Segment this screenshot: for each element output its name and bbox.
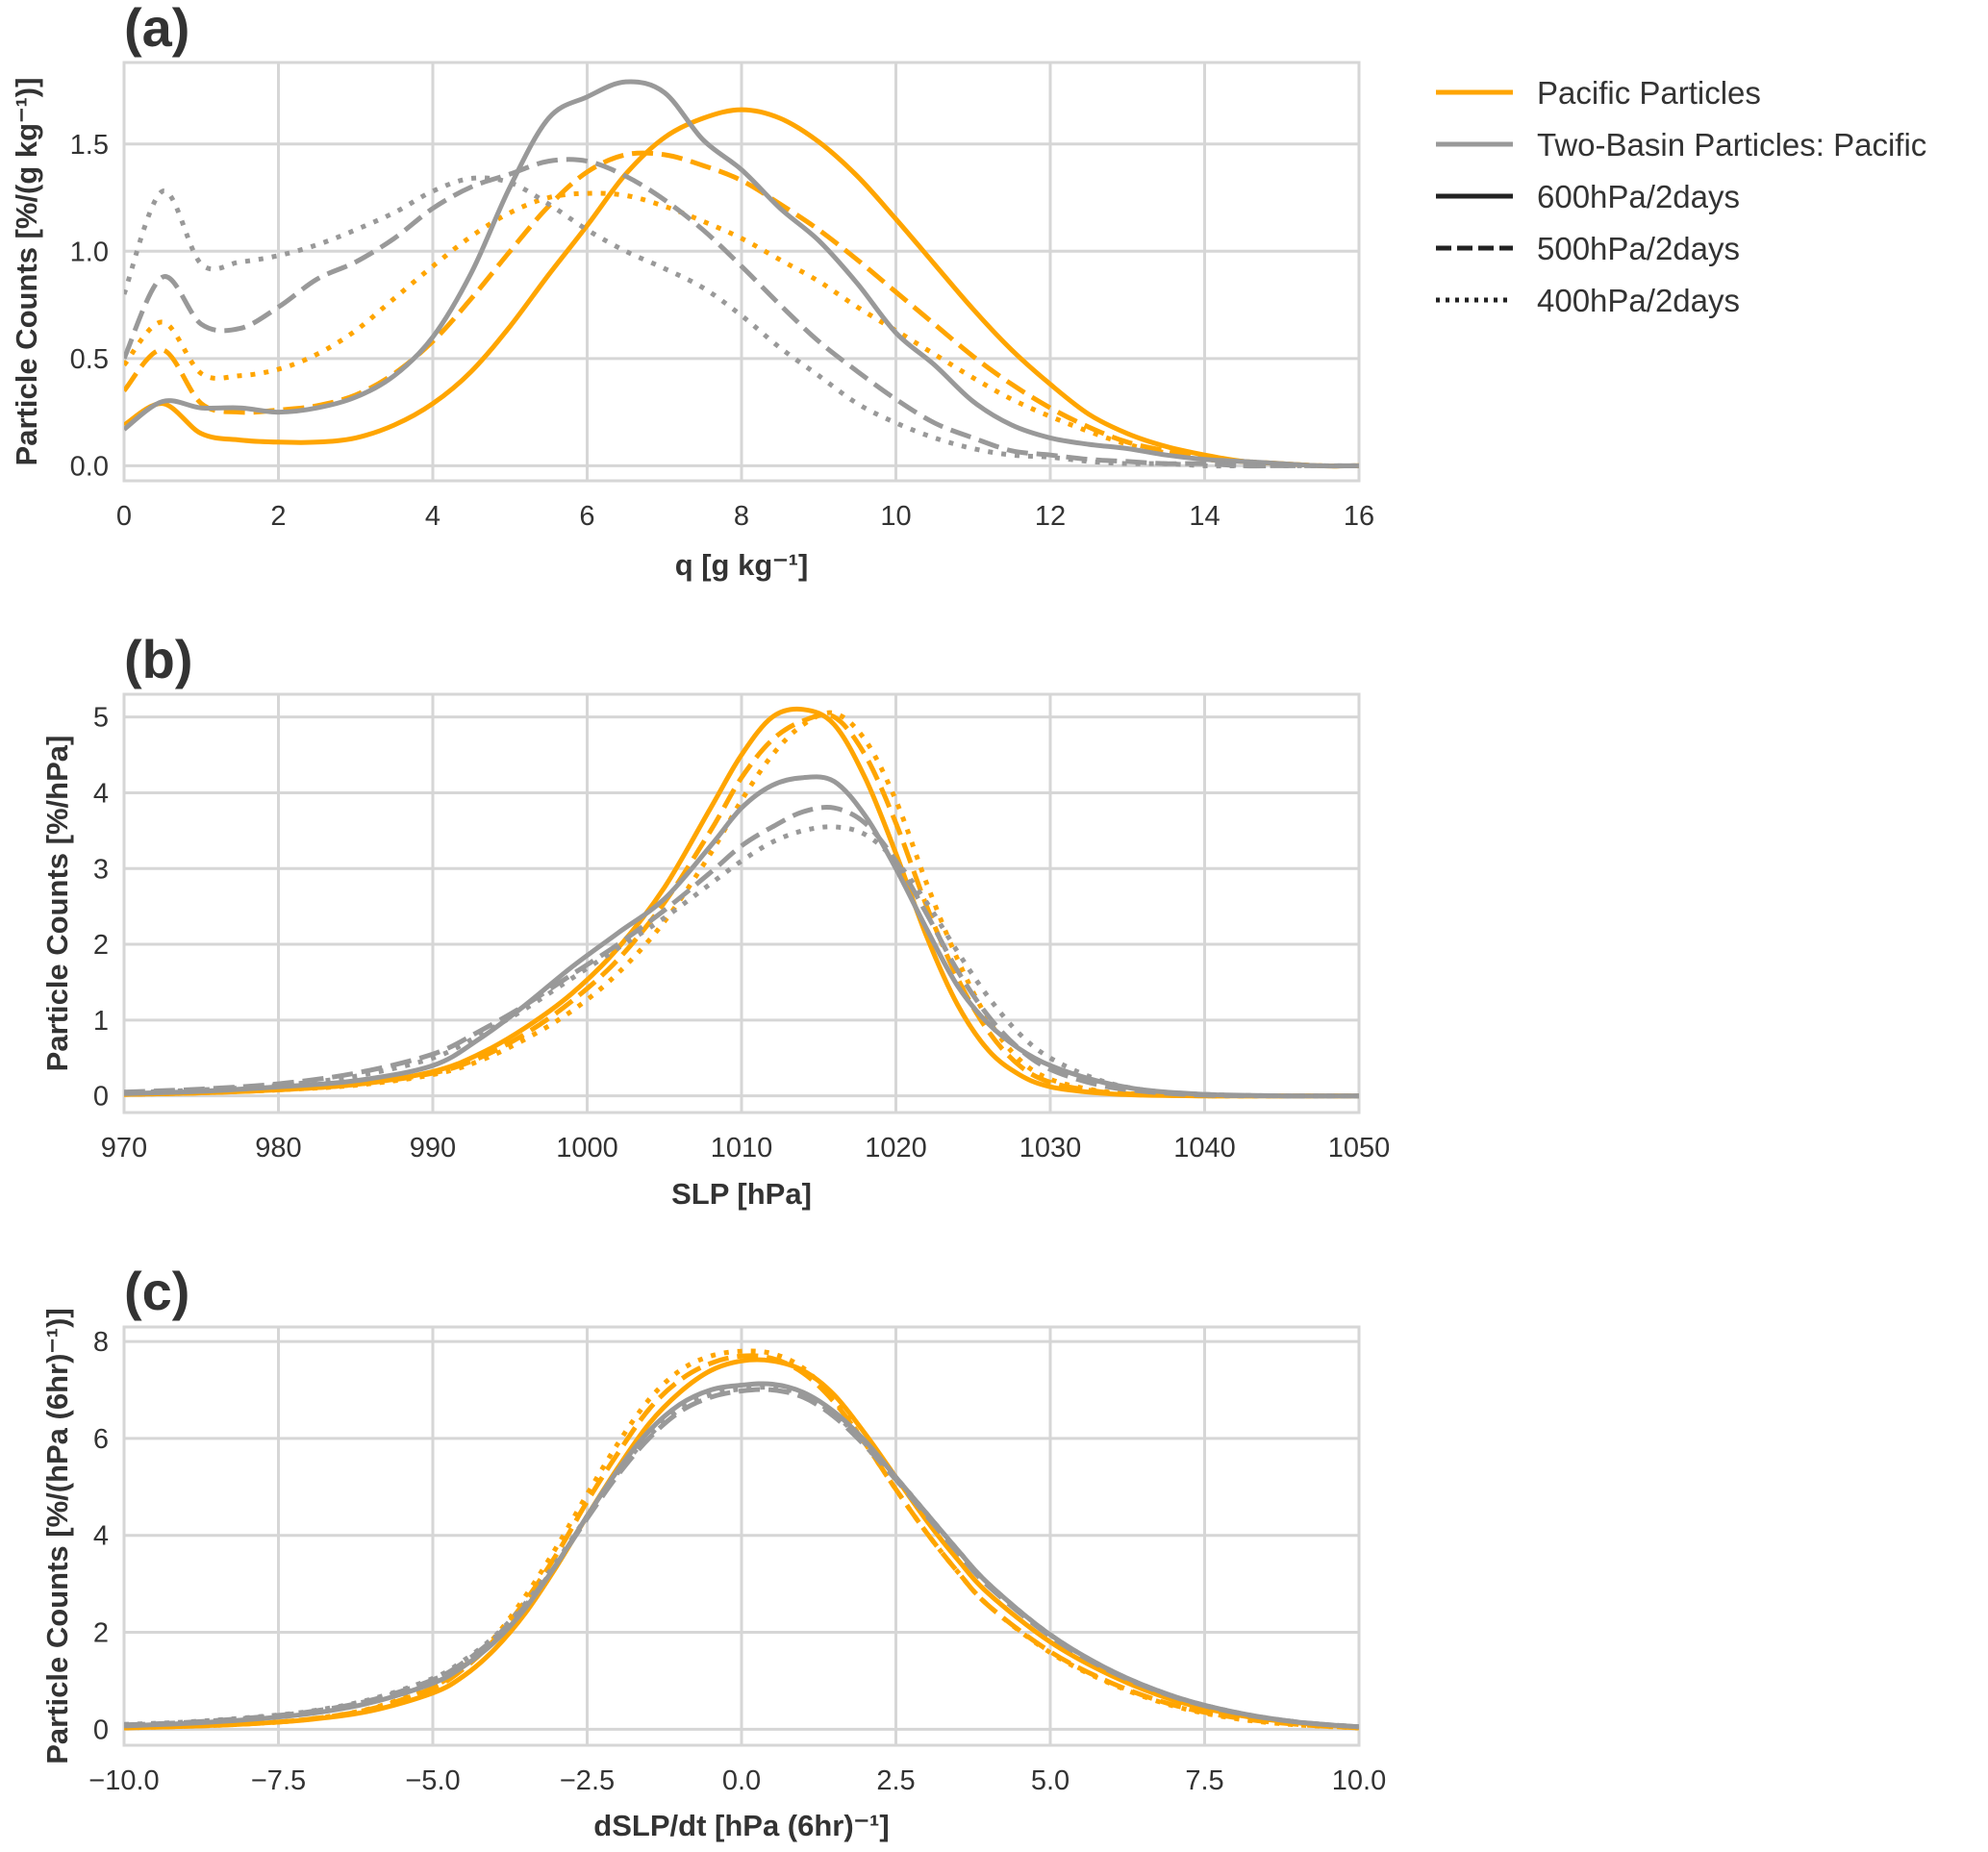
x-tick-label: 8 — [734, 501, 749, 532]
series-line-two-basin-dotted — [124, 175, 1359, 469]
y-tick-label: 0.5 — [70, 344, 109, 375]
x-tick-label: 970 — [101, 1133, 147, 1164]
series-group — [124, 79, 1359, 469]
x-tick-label: 6 — [579, 501, 594, 532]
legend-label: Two-Basin Particles: Pacific — [1537, 127, 1926, 163]
series-line-two-basin-dashed — [124, 157, 1359, 469]
y-tick-label: 3 — [93, 854, 109, 885]
y-tick-label: 4 — [93, 778, 109, 809]
y-tick-label: 2 — [93, 930, 109, 961]
x-tick-label: 4 — [425, 501, 440, 532]
y-tick-label: 4 — [93, 1521, 109, 1552]
y-tick-label: 0.0 — [70, 451, 109, 482]
x-tick-label: 10.0 — [1332, 1765, 1386, 1796]
series-line-pacific-dotted — [124, 1348, 1359, 1731]
x-tick-label: 1040 — [1173, 1133, 1236, 1164]
x-tick-label: 0.0 — [722, 1765, 761, 1796]
x-tick-label: −5.0 — [405, 1765, 460, 1796]
y-tick-label: 1.0 — [70, 237, 109, 267]
x-axis-title: dSLP/dt [hPa (6hr)⁻¹] — [593, 1809, 889, 1842]
series-line-pacific-dashed — [124, 1353, 1359, 1731]
y-tick-label: 8 — [93, 1327, 109, 1358]
x-axis-title: q [g kg⁻¹] — [675, 548, 809, 582]
legend-label: 500hPa/2days — [1537, 231, 1740, 266]
y-tick-label: 5 — [93, 703, 109, 734]
x-tick-label: 12 — [1035, 501, 1066, 532]
panel-label: (b) — [124, 629, 193, 689]
y-tick-label: 1 — [93, 1006, 109, 1037]
series-line-two-basin-dotted — [124, 1385, 1359, 1730]
series-line-pacific-solid — [124, 1357, 1359, 1731]
x-tick-label: 1000 — [556, 1133, 618, 1164]
y-axis-title: Particle Counts [%/(hPa (6hr)⁻¹)] — [40, 1308, 74, 1764]
legend-item: Two-Basin Particles: Pacific — [1436, 127, 1926, 163]
legend-item: 400hPa/2days — [1436, 283, 1740, 318]
y-tick-label: 0 — [93, 1082, 109, 1113]
x-tick-label: 2 — [270, 501, 286, 532]
series-line-pacific-dotted — [124, 190, 1359, 469]
panel-a: 0 2 4 6 8 10 12 14 16 0.0 0.5 1.0 1.5 (a) q [g kg⁻¹] Pa… — [10, 0, 1374, 582]
series-line-pacific-dotted — [124, 710, 1359, 1099]
x-tick-label: 14 — [1189, 501, 1220, 532]
x-axis-title: SLP [hPa] — [671, 1177, 812, 1211]
series-line-pacific-solid — [124, 107, 1359, 469]
x-tick-label: 2.5 — [876, 1765, 915, 1796]
legend-item: 500hPa/2days — [1436, 231, 1740, 266]
series-line-two-basin-dotted — [124, 824, 1359, 1099]
legend: Pacific Particles Two-Basin Particles: Pa… — [1436, 75, 1926, 318]
panel-c: −10.0 −7.5 −5.0 −2.5 0.0 2.5 5.0 7.5 10.0 0 2 4 6 8 (c… — [40, 1261, 1386, 1842]
legend-label: Pacific Particles — [1537, 75, 1761, 111]
x-tick-label: 0 — [116, 501, 132, 532]
legend-item: Pacific Particles — [1436, 75, 1761, 111]
series-line-two-basin-dashed — [124, 1387, 1359, 1730]
x-tick-label: −7.5 — [251, 1765, 306, 1796]
panel-b: 970 980 990 1000 1010 1020 1030 1040 1050 0 1 2 3 4 5 (… — [40, 629, 1390, 1211]
x-tick-label: 16 — [1344, 501, 1374, 532]
x-tick-label: 1020 — [865, 1133, 927, 1164]
y-axis-title: Particle Counts [%/hPa] — [40, 736, 74, 1072]
x-tick-label: 1030 — [1019, 1133, 1082, 1164]
x-tick-label: −2.5 — [560, 1765, 615, 1796]
legend-label: 400hPa/2days — [1537, 283, 1740, 318]
legend-label: 600hPa/2days — [1537, 179, 1740, 214]
series-line-two-basin-dashed — [124, 805, 1359, 1099]
x-tick-label: 980 — [255, 1133, 301, 1164]
series-group — [124, 706, 1359, 1099]
x-tick-label: 7.5 — [1185, 1765, 1223, 1796]
x-tick-label: 10 — [880, 501, 911, 532]
y-tick-label: 6 — [93, 1424, 109, 1455]
y-axis-title: Particle Counts [%/(g kg⁻¹)] — [10, 78, 43, 466]
x-tick-label: 5.0 — [1031, 1765, 1069, 1796]
y-tick-label: 2 — [93, 1618, 109, 1649]
y-tick-label: 0 — [93, 1714, 109, 1745]
y-tick-label: 1.5 — [70, 130, 109, 161]
x-tick-label: −10.0 — [88, 1765, 159, 1796]
panel-label: (a) — [124, 0, 189, 58]
x-tick-label: 990 — [410, 1133, 456, 1164]
x-tick-label: 1010 — [711, 1133, 773, 1164]
panel-label: (c) — [124, 1261, 189, 1321]
legend-item: 600hPa/2days — [1436, 179, 1740, 214]
series-group — [124, 1348, 1359, 1731]
x-tick-label: 1050 — [1328, 1133, 1391, 1164]
series-line-two-basin-solid — [124, 79, 1359, 469]
